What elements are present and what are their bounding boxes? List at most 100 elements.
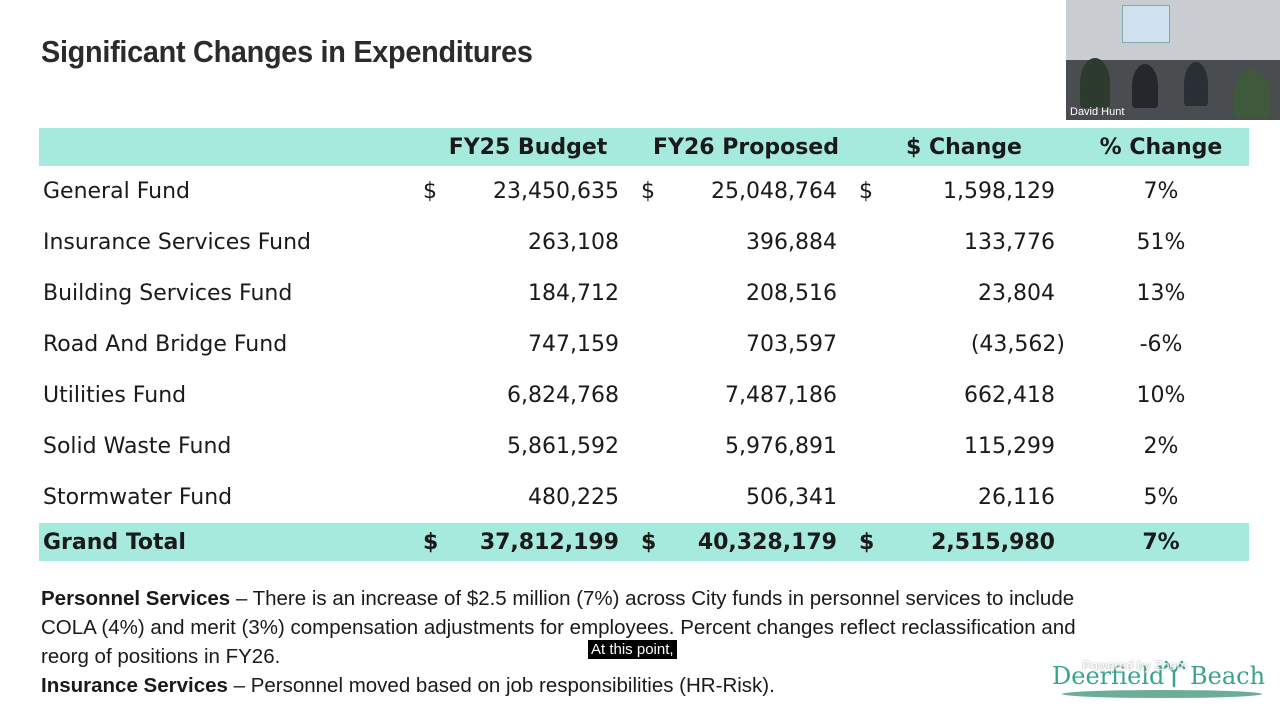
header-percent-change: % Change [1099,134,1223,160]
room-projector-screen [1122,5,1170,43]
powered-by-overlay: Powered by Zoom [1082,658,1188,673]
table-row: Solid Waste Fund 5,861,592 5,976,891 115,29… [39,421,1249,472]
note-insurance-body: – Personnel moved based on job responsib… [227,674,775,697]
fy25-cell: 480,225 [419,472,637,523]
fy26-cell-value: 396,884 [746,230,837,255]
fund-name: General Fund [43,179,190,204]
total-pct-cell: 7% [1142,529,1180,555]
fy26-cell: 703,597 [637,319,855,370]
note-personnel-body: – There is an increase of $2.5 million (… [41,587,1076,668]
fy25-cell: 6,824,768 [419,370,637,421]
participant-name: David Hunt [1070,106,1125,118]
currency-symbol: $ [859,529,875,555]
fund-name: Stormwater Fund [43,485,233,510]
fy25-cell-value: 6,824,768 [507,383,619,408]
pct-change-cell: 10% [1136,383,1186,408]
fy25-cell: 5,861,592 [419,421,637,472]
deerfield-beach-logo: Deerfield Beach Powered by Zoom [1052,648,1267,706]
fy25-cell-value: 184,712 [528,281,619,306]
note-insurance: Insurance Services – Personnel moved bas… [41,671,1081,700]
pct-change-cell: 2% [1143,434,1179,459]
table-header-row: FY25 Budget FY26 Proposed $ Change % Cha… [39,128,1249,166]
fy26-cell-value: 5,976,891 [725,434,837,459]
grand-total-row: Grand Total $37,812,199 $40,328,179 $2,515,… [39,523,1249,561]
fy26-cell-value: 25,048,764 [711,179,837,204]
fy26-cell-value: 7,487,186 [725,383,837,408]
fy25-cell: 184,712 [419,268,637,319]
fy26-cell: 506,341 [637,472,855,523]
expenditures-table: FY25 Budget FY26 Proposed $ Change % Cha… [39,128,1249,561]
fund-name: Insurance Services Fund [43,230,311,255]
table-row: Utilities Fund 6,824,768 7,487,186 662,418 1… [39,370,1249,421]
change-cell: 115,299 [855,421,1073,472]
fund-name: Road And Bridge Fund [43,332,288,357]
change-cell-value: 1,598,129 [943,179,1055,204]
attendee-figure [1234,70,1270,118]
total-change-cell: $2,515,980 [855,523,1073,561]
currency-symbol: $ [641,179,655,204]
attendee-figure [1184,62,1208,106]
attendee-figure [1080,58,1110,108]
fy26-cell: $25,048,764 [637,166,855,217]
fy25-cell-value: 5,861,592 [507,434,619,459]
header-blank [39,128,419,166]
header-dollar-change: $ Change [906,134,1022,160]
logo-word-2: Beach [1190,662,1266,690]
fy25-cell: $23,450,635 [419,166,637,217]
fy26-cell-value: 703,597 [746,332,837,357]
pct-change-cell: 5% [1143,485,1179,510]
change-cell: 23,804 [855,268,1073,319]
fy25-cell: 263,108 [419,217,637,268]
logo-word-1: Deerfield [1052,662,1165,690]
fy26-cell-value: 208,516 [746,281,837,306]
fy26-cell-value: 506,341 [746,485,837,510]
pct-change-cell: -6% [1139,332,1183,357]
change-cell: 133,776 [855,217,1073,268]
fy25-cell: 747,159 [419,319,637,370]
table-row: Building Services Fund 184,712 208,516 23,8… [39,268,1249,319]
total-fy26-cell-value: 40,328,179 [697,529,837,555]
currency-symbol: $ [641,529,657,555]
note-personnel: Personnel Services – There is an increas… [41,584,1081,671]
fy25-cell-value: 23,450,635 [493,179,619,204]
note-personnel-heading: Personnel Services [41,587,231,610]
fy25-cell-value: 747,159 [528,332,619,357]
fund-name: Solid Waste Fund [43,434,232,459]
deer-antler-icon [1162,660,1186,688]
change-cell: $1,598,129 [855,166,1073,217]
change-cell-value: 662,418 [964,383,1055,408]
fund-name: Utilities Fund [43,383,187,408]
pct-change-cell: 7% [1143,179,1179,204]
table-row: General Fund $23,450,635 $25,048,764 $1,598… [39,166,1249,217]
table-row: Stormwater Fund 480,225 506,341 26,116 5% [39,472,1249,523]
currency-symbol: $ [423,179,437,204]
live-caption: At this point, [588,640,677,659]
change-cell: 662,418 [855,370,1073,421]
change-cell-value: 26,116 [978,485,1055,510]
total-change-cell-value: 2,515,980 [931,529,1055,555]
attendee-figure [1132,64,1158,108]
table-row: Road And Bridge Fund 747,159 703,597 (43,56… [39,319,1249,370]
header-fy25: FY25 Budget [448,134,608,160]
change-cell-value: 133,776 [964,230,1055,255]
fy26-cell: 7,487,186 [637,370,855,421]
change-cell: (43,562) [855,319,1073,370]
change-cell-value: 115,299 [964,434,1055,459]
grand-total-label: Grand Total [43,529,186,555]
slide-title: Significant Changes in Expenditures [41,34,533,69]
logo-swoosh [1062,690,1262,698]
note-insurance-heading: Insurance Services [41,674,228,697]
currency-symbol: $ [423,529,439,555]
participant-video-tile[interactable]: David Hunt [1066,0,1280,120]
header-fy26: FY26 Proposed [653,134,839,160]
notes-text: Personnel Services – There is an increas… [41,584,1081,700]
change-cell-value: 23,804 [978,281,1055,306]
fy25-cell-value: 263,108 [528,230,619,255]
video-background [1066,0,1280,60]
change-cell-value: (43,562) [970,332,1065,357]
total-fy26-cell: $40,328,179 [637,523,855,561]
currency-symbol: $ [859,179,873,204]
fund-name: Building Services Fund [43,281,293,306]
change-cell: 26,116 [855,472,1073,523]
pct-change-cell: 51% [1136,230,1186,255]
